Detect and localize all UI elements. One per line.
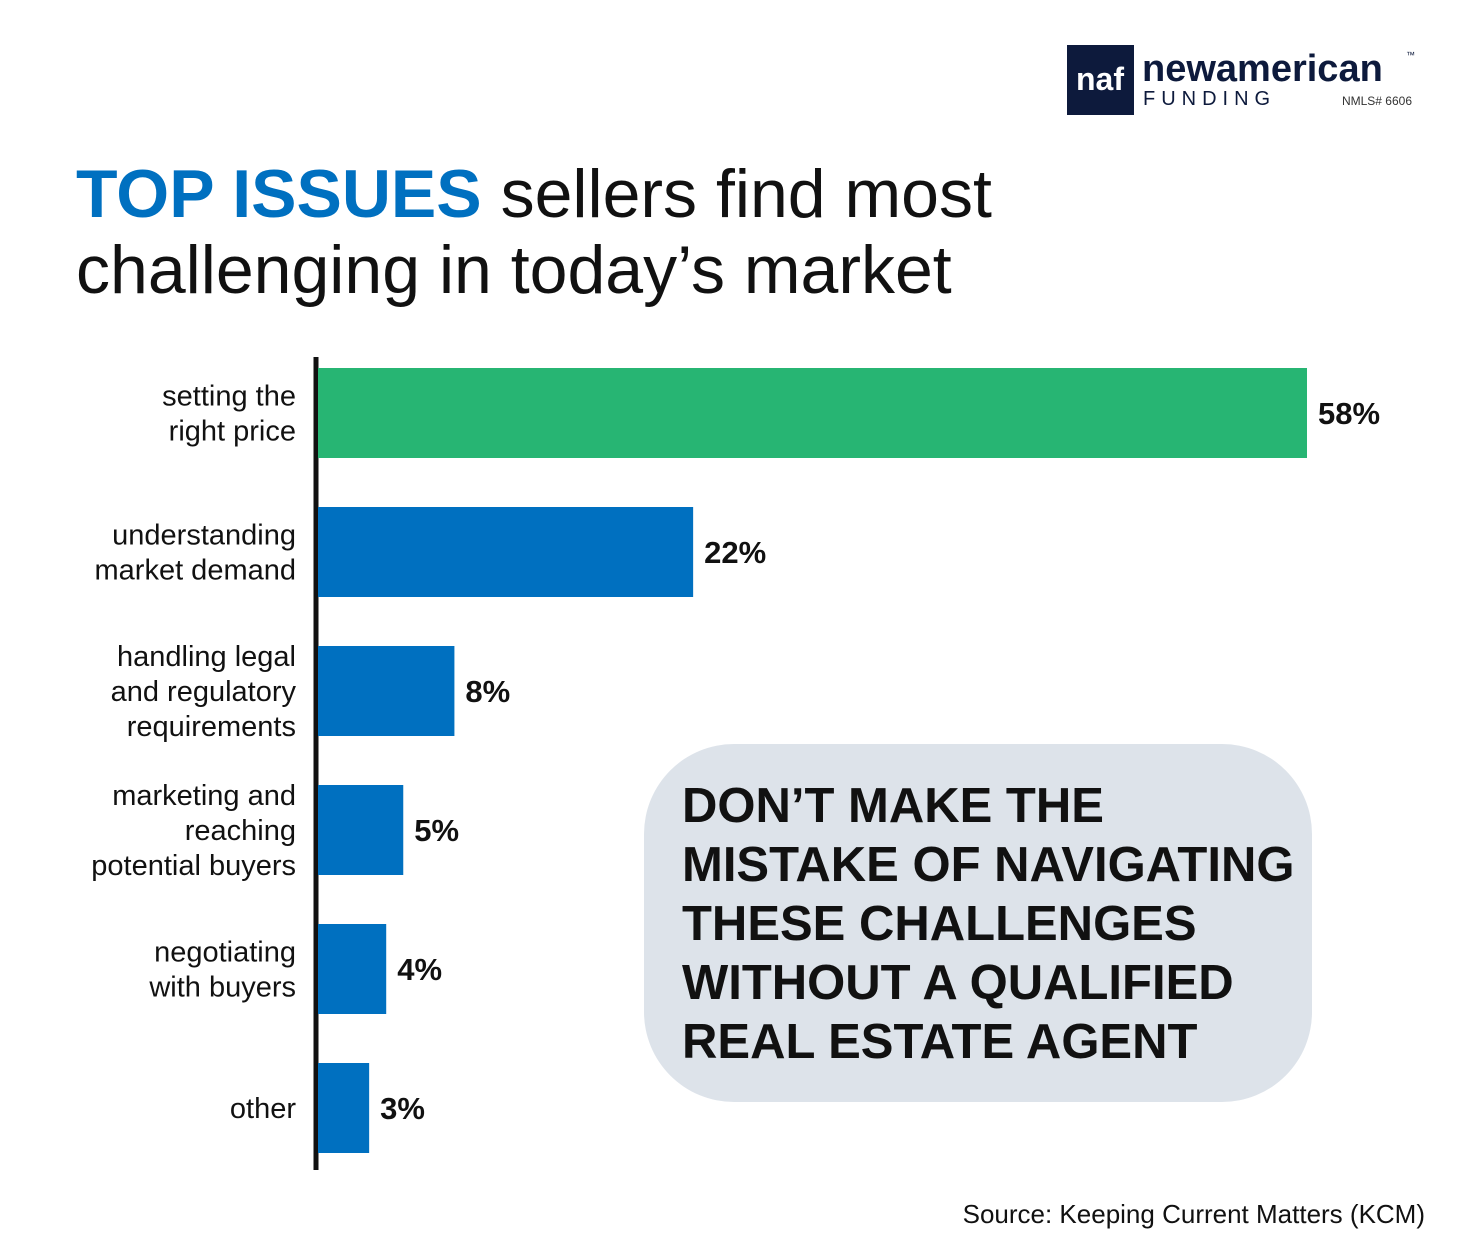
category-label: negotiating (154, 937, 296, 969)
callout-text: WITHOUT A QUALIFIED (682, 956, 1234, 1010)
title-highlight: TOP ISSUES (76, 156, 482, 232)
category-label: market demand (95, 555, 297, 587)
value-label: 58% (1318, 396, 1380, 431)
chart-title: TOP ISSUES sellers find most (76, 156, 992, 232)
title-line: challenging in today’s market (76, 232, 952, 308)
value-label: 5% (414, 813, 459, 848)
callout-text: DON’T MAKE THE (682, 779, 1104, 833)
value-label: 3% (380, 1091, 425, 1126)
category-label: understanding (112, 520, 296, 552)
logo-sub: FUNDING (1143, 88, 1276, 110)
category-label: with buyers (148, 972, 296, 1004)
category-label: setting the (162, 381, 296, 413)
logo-nmls: NMLS# 6606 (1342, 94, 1412, 108)
category-label: right price (169, 416, 296, 448)
value-label: 4% (397, 952, 442, 987)
category-label: other (230, 1093, 296, 1125)
title-line: sellers find most (501, 156, 992, 232)
bar (318, 785, 404, 875)
logo-box (1067, 45, 1134, 115)
bar (318, 1063, 370, 1153)
bar (318, 646, 455, 736)
callout-text: THESE CHALLENGES (682, 897, 1197, 951)
bar (318, 507, 694, 597)
category-label: handling legal (117, 641, 296, 673)
logo-tm: ™ (1406, 50, 1415, 60)
callout-box (644, 744, 1312, 1102)
value-label: 8% (465, 674, 510, 709)
bar (318, 924, 387, 1014)
source: Source: Keeping Current Matters (KCM) (963, 1199, 1425, 1229)
category-label: marketing and (112, 780, 296, 812)
callout-text: REAL ESTATE AGENT (682, 1015, 1198, 1069)
category-label: requirements (127, 711, 296, 743)
logo-name: newamerican (1142, 48, 1383, 90)
value-label: 22% (704, 535, 766, 570)
callout-text: MISTAKE OF NAVIGATING (682, 838, 1294, 892)
logo-mark: naf (1076, 61, 1124, 97)
category-label: potential buyers (91, 850, 296, 882)
category-label: reaching (185, 815, 296, 847)
bar (318, 368, 1307, 458)
category-label: and regulatory (111, 676, 297, 708)
